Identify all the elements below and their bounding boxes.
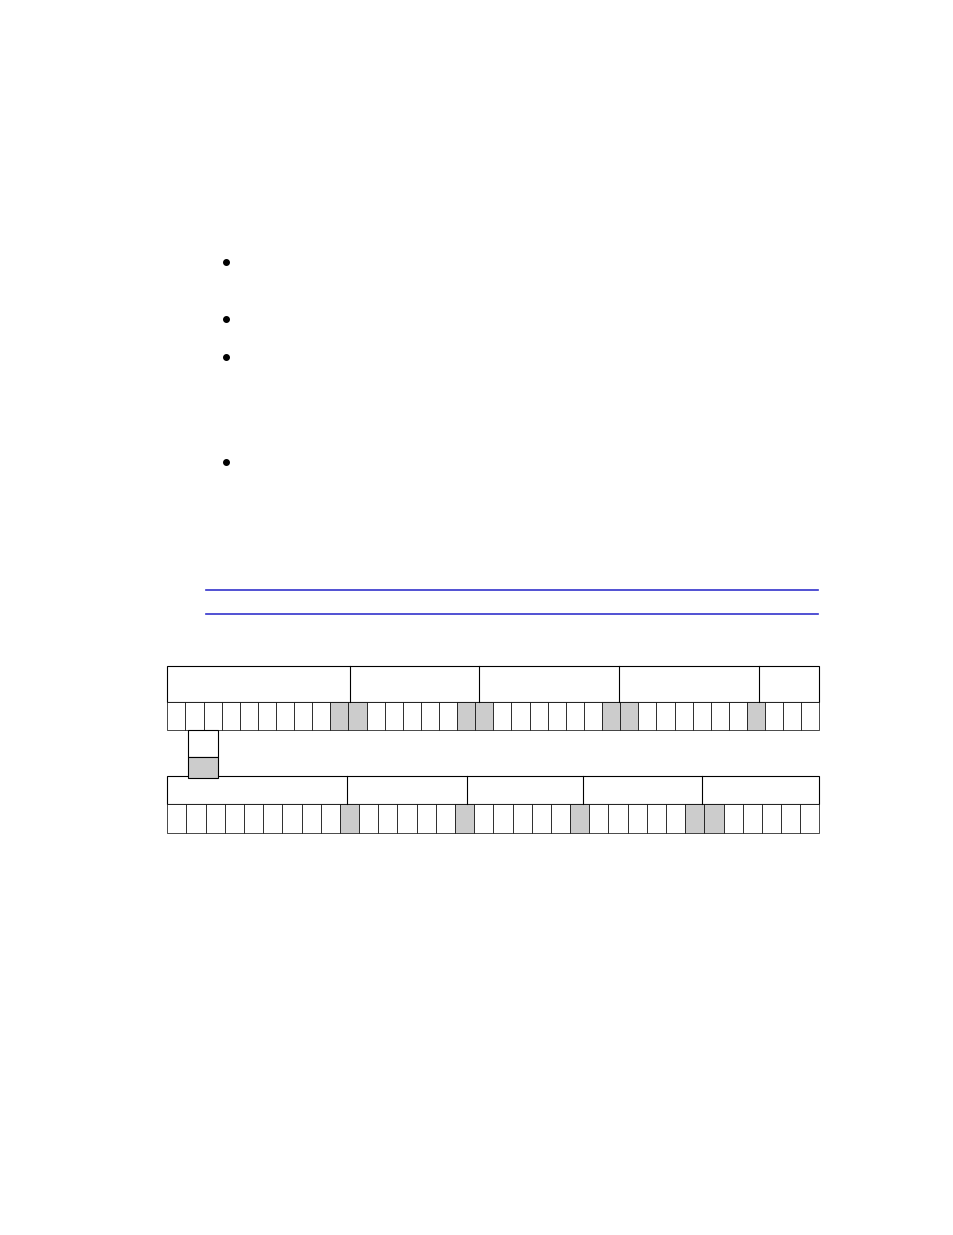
Bar xyxy=(801,701,819,730)
Bar xyxy=(397,804,416,832)
Bar xyxy=(239,701,257,730)
Bar xyxy=(638,701,656,730)
Bar xyxy=(455,804,474,832)
Bar xyxy=(512,804,531,832)
Bar xyxy=(438,701,456,730)
Bar xyxy=(416,804,436,832)
Bar xyxy=(167,701,185,730)
Bar xyxy=(608,804,627,832)
Bar xyxy=(781,804,800,832)
Bar xyxy=(244,804,263,832)
Bar xyxy=(275,701,294,730)
Bar xyxy=(456,701,475,730)
Bar xyxy=(800,804,819,832)
Bar xyxy=(167,804,186,832)
Bar xyxy=(583,701,601,730)
Bar xyxy=(565,701,583,730)
Bar xyxy=(358,804,378,832)
Bar xyxy=(436,804,455,832)
Bar xyxy=(475,701,493,730)
Bar xyxy=(188,730,217,757)
Bar xyxy=(493,701,511,730)
Bar xyxy=(186,804,206,832)
Bar xyxy=(764,701,782,730)
Bar xyxy=(225,804,244,832)
Bar xyxy=(531,804,550,832)
Bar xyxy=(257,701,275,730)
Bar xyxy=(684,804,703,832)
Bar xyxy=(301,804,320,832)
Bar xyxy=(282,804,301,832)
Bar xyxy=(263,804,282,832)
Bar xyxy=(692,701,710,730)
Bar xyxy=(402,701,420,730)
Bar xyxy=(674,701,692,730)
Bar xyxy=(589,804,608,832)
Bar xyxy=(188,757,217,778)
Bar xyxy=(185,701,203,730)
Bar xyxy=(366,701,384,730)
Bar xyxy=(656,701,674,730)
Bar xyxy=(627,804,646,832)
Bar xyxy=(529,701,547,730)
Bar xyxy=(511,701,529,730)
Bar xyxy=(619,701,638,730)
Bar xyxy=(550,804,570,832)
Bar xyxy=(167,666,819,701)
Bar xyxy=(710,701,728,730)
Bar xyxy=(728,701,746,730)
Bar xyxy=(722,804,742,832)
Bar xyxy=(203,701,221,730)
Bar xyxy=(221,701,239,730)
Bar xyxy=(742,804,761,832)
Bar xyxy=(206,804,225,832)
Bar xyxy=(601,701,619,730)
Bar xyxy=(493,804,512,832)
Bar xyxy=(665,804,684,832)
Bar xyxy=(339,804,358,832)
Bar xyxy=(761,804,781,832)
Bar xyxy=(378,804,397,832)
Bar xyxy=(646,804,665,832)
Bar xyxy=(782,701,801,730)
Bar xyxy=(547,701,565,730)
Bar xyxy=(420,701,438,730)
Bar xyxy=(384,701,402,730)
Bar xyxy=(474,804,493,832)
Bar xyxy=(294,701,312,730)
Bar xyxy=(348,701,366,730)
Bar xyxy=(320,804,339,832)
Bar xyxy=(703,804,722,832)
Bar xyxy=(167,776,819,804)
Bar xyxy=(312,701,330,730)
Bar xyxy=(330,701,348,730)
Bar xyxy=(570,804,589,832)
Bar xyxy=(746,701,764,730)
